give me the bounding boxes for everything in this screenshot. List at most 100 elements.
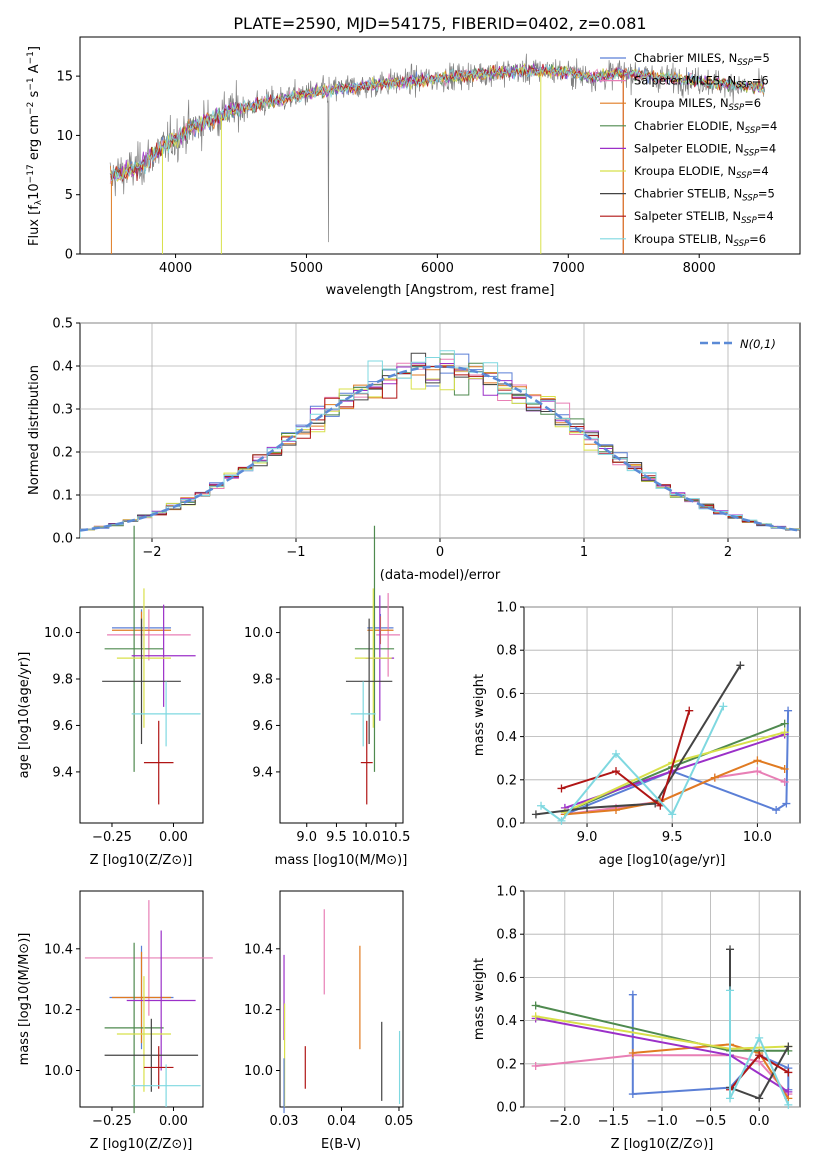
weight-vs-Z-marker bbox=[628, 1090, 637, 1099]
weight-vs-Z-marker bbox=[531, 1061, 540, 1070]
residual-ylabel: Normed distribution bbox=[27, 365, 42, 495]
mass-vs-Z-xtick-label: −0.25 bbox=[92, 1114, 132, 1129]
spectrum-legend-label: Kroupa STELIB, NSSP=6 bbox=[634, 232, 766, 249]
chart-marks: 4000 5000 6000 7000 8000 0 5 10 15 −2 −1 0 1 2 0.0 0.1 0… bbox=[44, 51, 800, 1129]
residual-hist-ytick-label: 0.1 bbox=[52, 489, 73, 504]
age-vs-mass-xtick-label: 10.5 bbox=[381, 830, 410, 845]
weight-vs-Z-marker bbox=[755, 1033, 764, 1042]
age-vs-mass-axes bbox=[279, 606, 404, 824]
weight-vs-Z-marker bbox=[628, 990, 637, 999]
weight-vs-Z-xtick-label: −1.0 bbox=[646, 1114, 678, 1129]
weight-vs-Z-ytick-label: 0.4 bbox=[496, 1014, 517, 1029]
residual-legend-label: N(0,1) bbox=[740, 337, 776, 351]
weight-vs-age-ytick-label: 0.0 bbox=[496, 817, 517, 832]
residual-hist-xtick-label: 2 bbox=[724, 545, 732, 560]
age-vs-Z-xtick-label: 0.00 bbox=[159, 830, 188, 845]
residual-hist-xtick-label: 0 bbox=[436, 545, 444, 560]
weight-vs-Z-xtick-label: −0.5 bbox=[695, 1114, 727, 1129]
normal-curve bbox=[80, 365, 800, 532]
weight-vs-Z-marker bbox=[784, 1087, 793, 1096]
age-vs-Z-xtick-label: −0.25 bbox=[92, 830, 132, 845]
spectrum-lines bbox=[109, 53, 766, 254]
spectrum-xtick-label: 6000 bbox=[421, 261, 454, 276]
mass-vs-z-ylabel: mass [log10(M/M⊙)] bbox=[17, 933, 32, 1066]
residual-xlabel: (data-model)/error bbox=[380, 568, 501, 583]
residual-hist-ytick-label: 0.5 bbox=[52, 317, 73, 332]
residual-hist-ytick-label: 0.3 bbox=[52, 403, 73, 418]
residual-hist-ytick-label: 0.2 bbox=[52, 446, 73, 461]
residual-hist-ytick-label: 0.0 bbox=[52, 532, 73, 547]
weight-vs-age-marker bbox=[782, 799, 791, 808]
weight-vs-age-xlabel: age [log10(age/yr)] bbox=[599, 853, 726, 868]
age-vs-mass-xtick-label: 9.5 bbox=[326, 830, 347, 845]
spectrum-legend-label: Chabrier ELODIE, NSSP=4 bbox=[634, 119, 777, 136]
spectrum-legend-label: Chabrier MILES, NSSP=5 bbox=[634, 51, 770, 68]
spectrum-legend-label: Kroupa ELODIE, NSSP=4 bbox=[634, 164, 769, 181]
weight-vs-age-marker bbox=[557, 784, 566, 793]
weight-vs-age-line bbox=[535, 664, 742, 816]
weight-vs-Z-marker bbox=[726, 986, 735, 995]
age-vs-mass-xtick-label: 10.0 bbox=[352, 830, 381, 845]
weight-vs-Z-marker bbox=[726, 945, 735, 954]
weight-vs-age-xtick-label: 9.0 bbox=[577, 830, 598, 845]
spectrum-xlabel: wavelength [Angstrom, rest frame] bbox=[326, 283, 555, 298]
weight-vs-age-marker bbox=[780, 728, 789, 737]
weight-vs-Z-xtick-label: −2.0 bbox=[549, 1114, 581, 1129]
weight-vs-age-marker bbox=[668, 810, 677, 819]
weight-vs-age-marker bbox=[710, 773, 719, 782]
weight-vs-age-line bbox=[564, 759, 786, 816]
weight-vs-Z-marker bbox=[531, 1012, 540, 1021]
weight-vs-age-marker bbox=[736, 661, 745, 670]
weight-vs-age-line bbox=[561, 710, 691, 808]
weight-vs-age-line bbox=[540, 705, 725, 823]
residual-hist-xtick-label: −1 bbox=[286, 545, 305, 560]
weight-vs-age-marker bbox=[780, 765, 789, 773]
weight-vs-age-marker bbox=[753, 756, 762, 765]
weight-vs-age-xtick-label: 10.0 bbox=[743, 830, 772, 845]
mass-vs-ebv-xtick-label: 0.04 bbox=[327, 1114, 356, 1129]
age-vs-Z-ytick-label: 9.8 bbox=[52, 673, 73, 688]
spectrum-xtick-label: 4000 bbox=[159, 261, 192, 276]
weight-vs-Z-ytick-label: 0.0 bbox=[496, 1101, 517, 1116]
spectrum-ytick-label: 15 bbox=[56, 70, 73, 85]
spectrum-ytick-label: 0 bbox=[65, 248, 73, 263]
weight-vs-Z-marker bbox=[784, 1068, 793, 1077]
spectrum-xtick-label: 5000 bbox=[290, 261, 323, 276]
residual-hist-xtick-label: 1 bbox=[580, 545, 588, 560]
weight-vs-Z-ytick-label: 0.8 bbox=[496, 928, 517, 943]
weight-vs-age-marker bbox=[719, 702, 728, 711]
weight-vs-Z-ytick-label: 0.6 bbox=[496, 971, 517, 986]
residual-hist-xtick-label: −2 bbox=[142, 545, 161, 560]
age-vs-mass-ytick-label: 10.0 bbox=[244, 626, 273, 641]
age-vs-mass-ytick-label: 9.4 bbox=[252, 765, 273, 780]
weight-vs-Z-marker bbox=[755, 1051, 764, 1060]
spectrum-xtick-label: 8000 bbox=[683, 261, 716, 276]
age-vs-Z-ytick-label: 10.0 bbox=[44, 626, 73, 641]
mass-vs-Z-ytick-label: 10.4 bbox=[44, 942, 73, 957]
weight-vs-age-ytick-label: 0.6 bbox=[496, 687, 517, 702]
mass-vs-ebv-ytick-label: 10.4 bbox=[244, 942, 273, 957]
weight-vs-Z-xtick-label: −1.5 bbox=[598, 1114, 630, 1129]
age-vs-mass-ytick-label: 9.8 bbox=[252, 673, 273, 688]
age-vs-mass-xlabel: mass [log10(M/M⊙)] bbox=[275, 853, 408, 868]
weight-vs-Z-ytick-label: 1.0 bbox=[496, 885, 517, 900]
age-vs-mass-ytick-label: 9.6 bbox=[252, 719, 273, 734]
weight-vs-age-marker bbox=[612, 749, 620, 758]
weight-vs-age-ytick-label: 0.8 bbox=[496, 644, 517, 659]
weight-vs-age-marker bbox=[772, 806, 781, 815]
weight-vs-z-ylabel: mass weight bbox=[472, 958, 487, 1040]
residual-hist-ytick-label: 0.4 bbox=[52, 360, 73, 375]
mass-vs-z-xlabel: Z [log10(Z/Z⊙)] bbox=[90, 1137, 193, 1152]
mass-vs-ebv-xtick-label: 0.03 bbox=[270, 1114, 299, 1129]
weight-vs-age-marker bbox=[753, 767, 762, 776]
weight-vs-age-marker bbox=[537, 801, 546, 810]
weight-vs-Z-ytick-label: 0.2 bbox=[496, 1057, 517, 1072]
weight-vs-age-ytick-label: 1.0 bbox=[496, 601, 517, 616]
spectrum-ylabel: Flux [fλ10−17 erg cm−2 s−1 A−1] bbox=[26, 46, 44, 246]
age-vs-Z-ytick-label: 9.4 bbox=[52, 765, 73, 780]
spectrum-ytick-label: 10 bbox=[56, 129, 73, 144]
weight-vs-age-ylabel: mass weight bbox=[472, 674, 487, 756]
weight-vs-age-marker bbox=[557, 816, 566, 825]
spectrum-legend-label: Salpeter ELODIE, NSSP=4 bbox=[634, 141, 776, 158]
age-vs-Z-ytick-label: 9.6 bbox=[52, 719, 73, 734]
